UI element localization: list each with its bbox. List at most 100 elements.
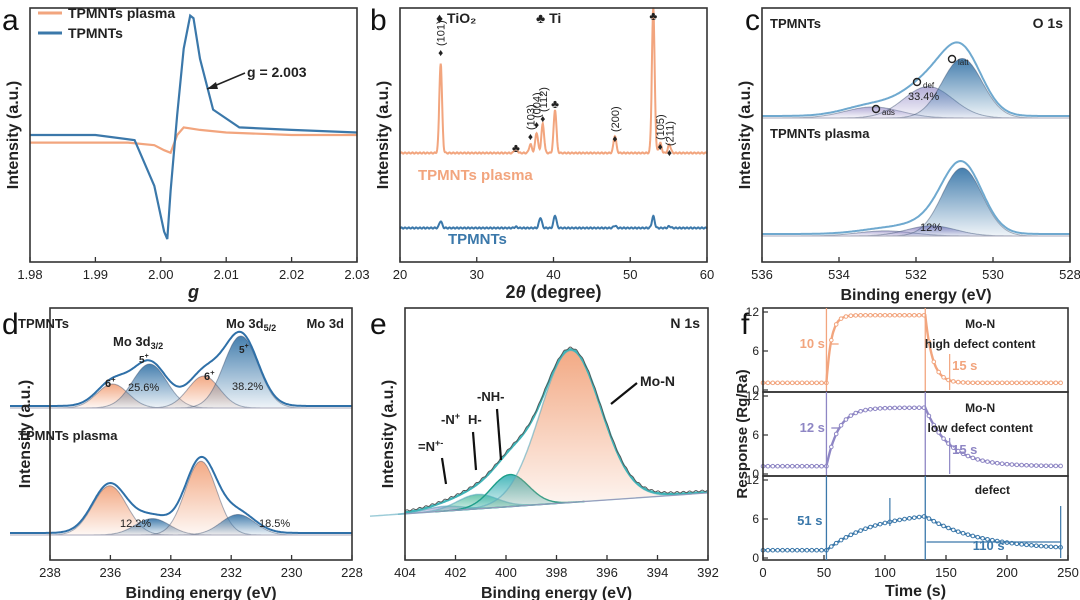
series-line-blue	[30, 13, 358, 240]
data-marker	[926, 516, 932, 521]
site-label: ads	[882, 108, 895, 117]
data-marker	[990, 380, 995, 386]
data-marker	[960, 380, 966, 385]
data-marker	[1019, 380, 1024, 386]
percent-label: 12.2%	[120, 518, 151, 530]
c-xtick-label: 528	[1059, 267, 1080, 282]
data-marker	[1058, 380, 1063, 386]
data-marker	[965, 380, 971, 385]
data-marker	[877, 312, 883, 318]
data-marker	[804, 547, 810, 553]
data-marker	[897, 517, 902, 523]
c-ylabel: Intensity (a.u.)	[737, 81, 754, 189]
data-marker	[780, 380, 785, 386]
data-marker	[907, 405, 912, 411]
data-marker	[970, 533, 976, 539]
legend-ti: ♣ Ti	[536, 10, 561, 26]
data-marker	[1004, 380, 1010, 386]
b-ylabel: Intensity (a.u.)	[375, 81, 392, 189]
site-marker	[947, 54, 957, 64]
data-marker	[775, 547, 780, 553]
data-marker	[1009, 380, 1015, 386]
d-xtick-label: 238	[39, 565, 61, 580]
data-marker	[907, 312, 912, 318]
peak-marker-tio2: ♦	[667, 148, 672, 159]
response-time-label: 10 s	[800, 336, 825, 351]
peak-marker-tio2: ♦	[612, 134, 617, 145]
data-marker	[775, 380, 780, 386]
data-marker	[794, 380, 800, 386]
b-xtick-label: 30	[470, 267, 484, 282]
data-marker	[780, 463, 785, 469]
data-marker	[985, 380, 990, 386]
data-marker	[1038, 463, 1044, 468]
f-ytick-label: 6	[752, 428, 759, 442]
data-marker	[1029, 380, 1034, 386]
d-xtick-label: 236	[100, 565, 122, 580]
f-xtick-label: 200	[996, 565, 1018, 580]
f-xlabel: Time (s)	[885, 583, 946, 600]
data-marker	[970, 380, 976, 386]
data-marker	[819, 380, 824, 386]
panel-d-chart: d 238 236 234 232 230 228 Binding energy (eV) In…	[2, 307, 363, 600]
data-marker	[838, 423, 844, 428]
f-xtick-label: 250	[1057, 565, 1079, 580]
data-marker	[1033, 463, 1039, 468]
data-marker	[799, 380, 805, 386]
panel-letter: b	[370, 4, 387, 37]
data-marker	[1058, 463, 1063, 469]
data-marker	[1004, 461, 1010, 467]
data-marker	[926, 339, 932, 345]
data-marker	[902, 312, 907, 318]
response-time-label: 12 s	[800, 420, 825, 435]
data-marker	[980, 458, 985, 463]
data-marker	[946, 525, 951, 531]
c-xtick-label: 530	[982, 267, 1004, 282]
data-marker	[829, 544, 834, 549]
data-marker	[994, 380, 1000, 386]
a-xlabel: g	[187, 282, 199, 302]
raw-data-line	[404, 346, 708, 512]
data-marker	[1024, 462, 1029, 468]
data-marker	[843, 535, 849, 540]
data-marker	[916, 405, 922, 411]
c-xlabel: Binding energy (eV)	[840, 287, 991, 304]
annotation-arrow	[471, 431, 478, 471]
data-marker	[902, 405, 907, 411]
data-marker	[1029, 543, 1034, 548]
oxidation-label: 6+	[105, 375, 116, 390]
panel-a-chart: a 1.98 1.99 2.00 2.01 2.02 2.03 Intensity (a.u.…	[2, 4, 370, 302]
data-marker	[1048, 544, 1054, 550]
d-ylabel: Intensity (a.u.)	[17, 380, 34, 488]
data-marker	[892, 312, 898, 318]
data-marker	[1024, 380, 1029, 386]
baseline	[404, 492, 709, 515]
data-marker	[838, 537, 844, 543]
annotation-arrow	[610, 382, 638, 405]
fit-peak	[169, 514, 307, 536]
a-xtick-label: 2.02	[279, 267, 304, 282]
e-xtick-label: 404	[394, 565, 416, 580]
spectrum-name: TPMNTs plasma	[18, 428, 118, 443]
data-marker	[814, 547, 819, 553]
b-xtick-label: 40	[546, 267, 560, 282]
condition-label: defect	[975, 483, 1010, 497]
data-marker	[911, 312, 917, 318]
data-marker	[775, 463, 780, 469]
d-xtick-label: 232	[220, 565, 242, 580]
data-marker	[941, 375, 946, 380]
oxidation-label: 5+	[139, 353, 149, 366]
data-marker	[853, 410, 859, 416]
data-marker	[780, 547, 785, 553]
data-marker	[785, 380, 790, 386]
data-marker	[1043, 544, 1049, 549]
e-ylabel: Intensity (a.u.)	[380, 380, 397, 488]
d-xtick-label: 228	[341, 565, 363, 580]
e-xlabel: Binding energy (eV)	[481, 585, 632, 600]
data-marker	[960, 530, 966, 536]
species-label: =N+-	[418, 438, 443, 454]
envelope-line	[404, 348, 708, 514]
envelope-line	[762, 159, 1070, 235]
data-marker	[868, 406, 873, 412]
